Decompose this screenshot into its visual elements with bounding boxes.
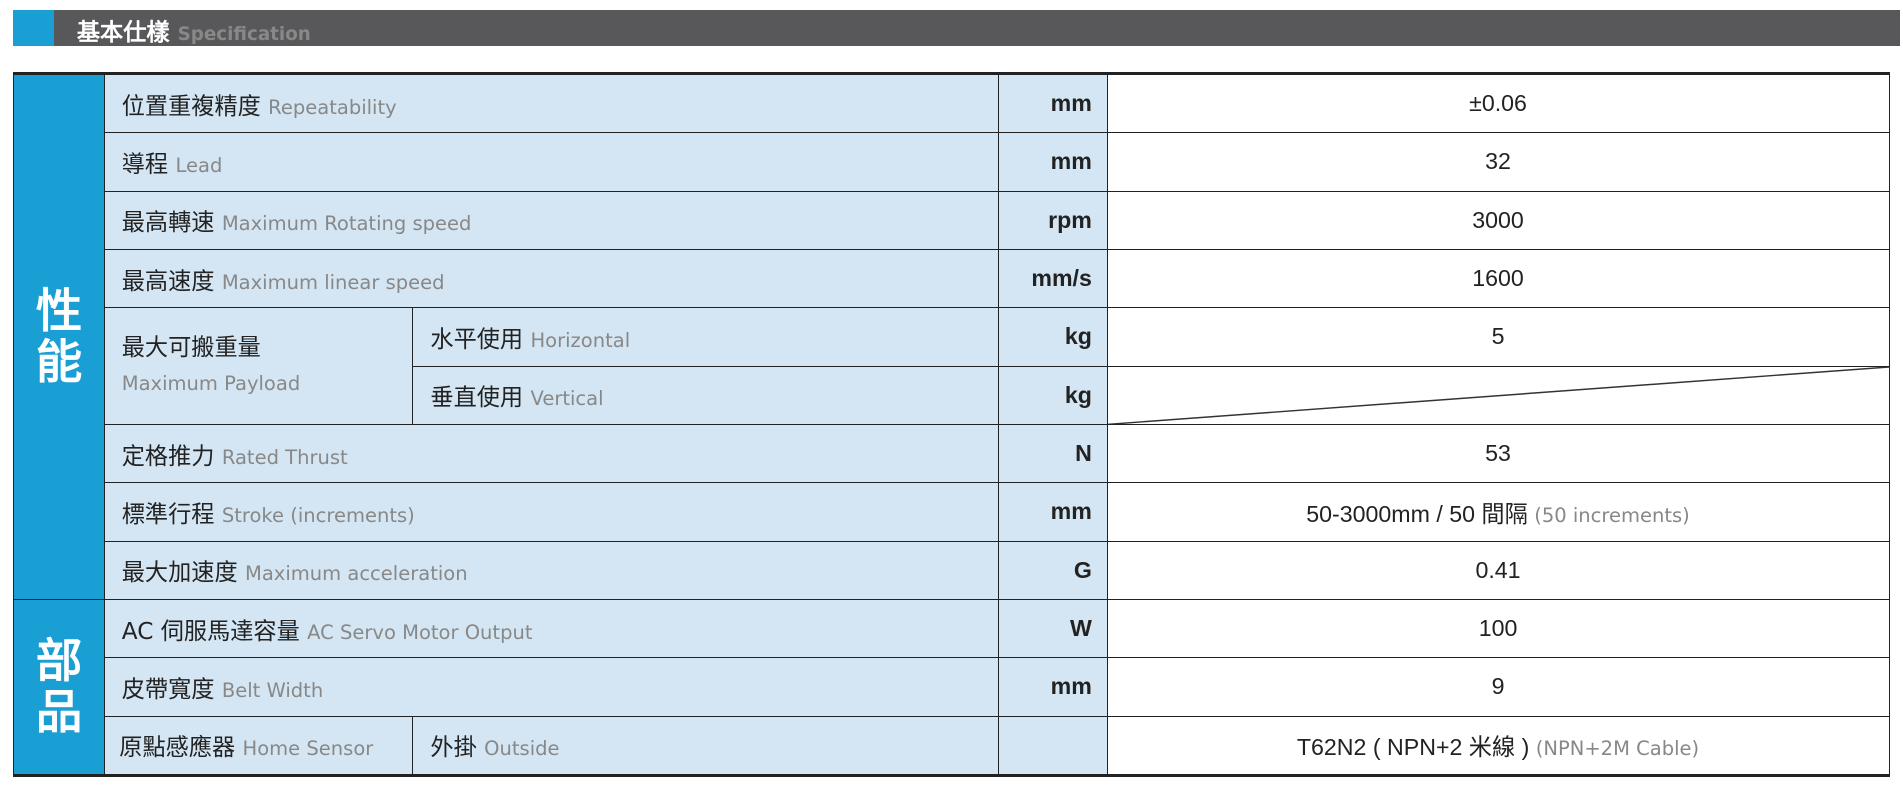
row-unit: W [997,598,1108,659]
row-label-payload: 最大可搬重量 Maximum Payload [103,307,414,425]
row-value-not-applicable [1106,365,1890,425]
row-value: 100 [1106,598,1890,659]
table-row: 部品 AC 伺服馬達容量 AC Servo Motor Output W 100 [13,598,1890,776]
table-row: 皮帶寬度 Belt Width mm 9 [14,657,1890,717]
row-unit: mm/s [997,248,1108,309]
row-value: T62N2 ( NPN+2 米線 ) (NPN+2M Cable) [1106,715,1890,776]
row-label: 原點感應器 Home Sensor [103,715,414,776]
group-components: 部品 [13,598,105,776]
table-row: 定格推力 Rated Thrust N 53 [14,423,1890,484]
row-value: 5 [1106,307,1890,367]
row-unit [997,715,1108,776]
row-unit: G [997,540,1108,600]
row-unit: kg [997,307,1108,367]
row-label: 最高速度 Maximum linear speed [103,248,999,309]
header-accent-block [13,9,54,47]
row-sublabel: 外掛 Outside [412,715,999,776]
row-sublabel: 水平使用 Horizontal [412,307,999,367]
row-label: 標準行程 Stroke (increments) [103,482,999,542]
row-value: 53 [1106,423,1890,484]
row-unit: kg [997,365,1108,425]
row-label: 皮帶寬度 Belt Width [103,657,999,717]
row-label: 最大加速度 Maximum acceleration [103,540,999,600]
row-unit: mm [997,657,1108,717]
spec-table: 性能 位置重複精度 Repeatability mm ±0.06 導程 Lead… [13,71,1890,777]
diagonal-slash [1108,367,1889,424]
row-value: 32 [1106,132,1890,192]
row-label: 最高轉速 Maximum Rotating speed [103,190,999,250]
row-sublabel: 垂直使用 Vertical [412,365,999,425]
table-row: 標準行程 Stroke (increments) mm 50-3000mm / … [14,482,1890,542]
table-row: 原點感應器 Home Sensor 外掛 Outside T62N2 ( NPN… [14,715,1890,776]
row-unit: rpm [997,190,1108,250]
row-label: 位置重複精度 Repeatability [103,72,999,134]
table-row: 最大可搬重量 Maximum Payload 水平使用 Horizontal kg… [14,307,1890,425]
row-value: 50-3000mm / 50 間隔 (50 increments) [1106,482,1890,542]
row-unit: mm [997,72,1108,134]
table-row: 最大加速度 Maximum acceleration G 0.41 [14,540,1890,600]
table-row: 垂直使用 Vertical kg [14,365,1890,425]
row-unit: N [997,423,1108,484]
table-row: 最高速度 Maximum linear speed mm/s 1600 [14,248,1890,309]
row-value: ±0.06 [1106,72,1890,134]
row-value: 0.41 [1106,540,1890,600]
row-value: 3000 [1106,190,1890,250]
row-value: 9 [1106,657,1890,717]
section-title: 基本仕樣 Specification [76,19,311,47]
table-row: 導程 Lead mm 32 [14,132,1890,192]
row-label: AC 伺服馬達容量 AC Servo Motor Output [103,598,999,659]
table-row: 最高轉速 Maximum Rotating speed rpm 3000 [14,190,1890,250]
group-performance: 性能 [13,72,105,600]
row-unit: mm [997,132,1108,192]
section-header: 基本仕樣 Specification [13,9,1900,47]
row-label: 導程 Lead [103,132,999,192]
table-row: 性能 位置重複精度 Repeatability mm ±0.06 [13,72,1890,600]
row-unit: mm [997,482,1108,542]
row-value: 1600 [1106,248,1890,309]
row-label: 定格推力 Rated Thrust [103,423,999,484]
